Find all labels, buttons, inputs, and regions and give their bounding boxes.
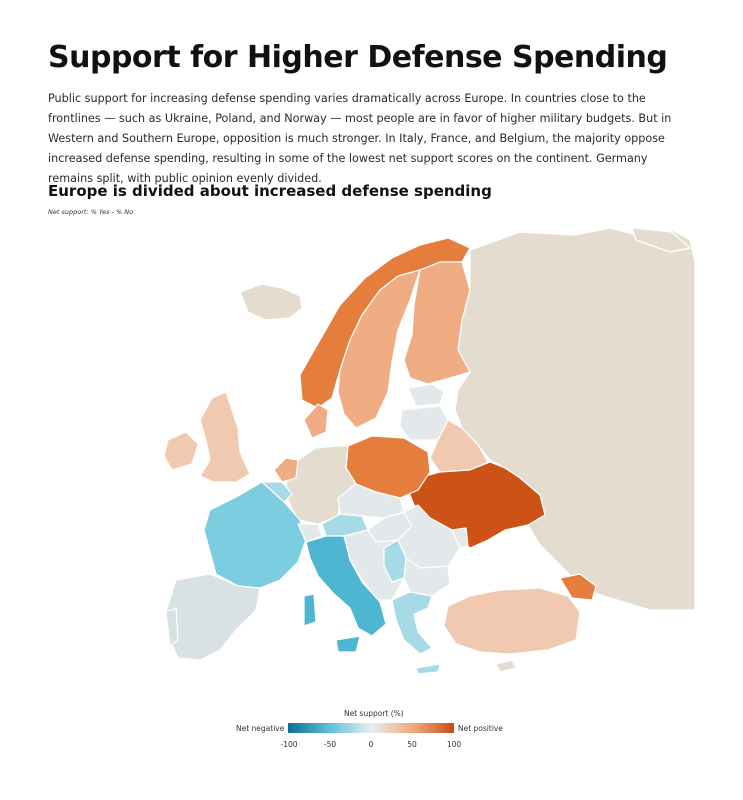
country-france[interactable] xyxy=(203,481,307,589)
legend-positive-label: Net positive xyxy=(458,724,503,733)
country-turkey[interactable] xyxy=(443,587,581,655)
country-netherlands xyxy=(273,457,299,483)
country-uk[interactable] xyxy=(199,391,251,483)
page-title: Support for Higher Defense Spending xyxy=(48,40,668,75)
legend-negative-label: Net negative xyxy=(236,724,285,733)
country-spain[interactable] xyxy=(165,573,261,661)
legend-tick: 50 xyxy=(407,740,417,749)
country-denmark xyxy=(303,403,329,439)
legend-title: Net support (%) xyxy=(344,709,404,718)
legend-tick: 100 xyxy=(446,740,462,749)
country-portugal xyxy=(165,607,179,647)
country-russia[interactable] xyxy=(454,227,696,611)
country-italy[interactable] xyxy=(305,535,387,637)
country-cyprus xyxy=(495,659,517,673)
chart-subtitle: Net support: % Yes - % No xyxy=(48,208,134,216)
country-estonia xyxy=(407,383,445,407)
country-greece[interactable] xyxy=(391,591,433,655)
chart-title: Europe is divided about increased defens… xyxy=(48,182,492,200)
country-sicily xyxy=(335,635,361,653)
legend-tick: -50 xyxy=(323,740,337,749)
country-switzerland xyxy=(297,523,323,543)
region-greenland-edge xyxy=(631,227,691,253)
country-crete xyxy=(415,663,441,675)
country-ireland xyxy=(163,431,199,471)
intro-paragraph: Public support for increasing defense sp… xyxy=(48,92,672,185)
country-moldova xyxy=(451,527,469,549)
country-finland[interactable] xyxy=(403,261,471,385)
country-iceland xyxy=(239,283,303,321)
legend-tick: 0 xyxy=(368,740,374,749)
country-belarus[interactable] xyxy=(429,419,489,473)
country-sweden[interactable] xyxy=(337,269,421,429)
country-georgia-armenia xyxy=(559,573,597,601)
country-sardinia xyxy=(303,593,317,627)
country-bulgaria xyxy=(403,557,451,597)
legend-tick: -100 xyxy=(280,740,298,749)
